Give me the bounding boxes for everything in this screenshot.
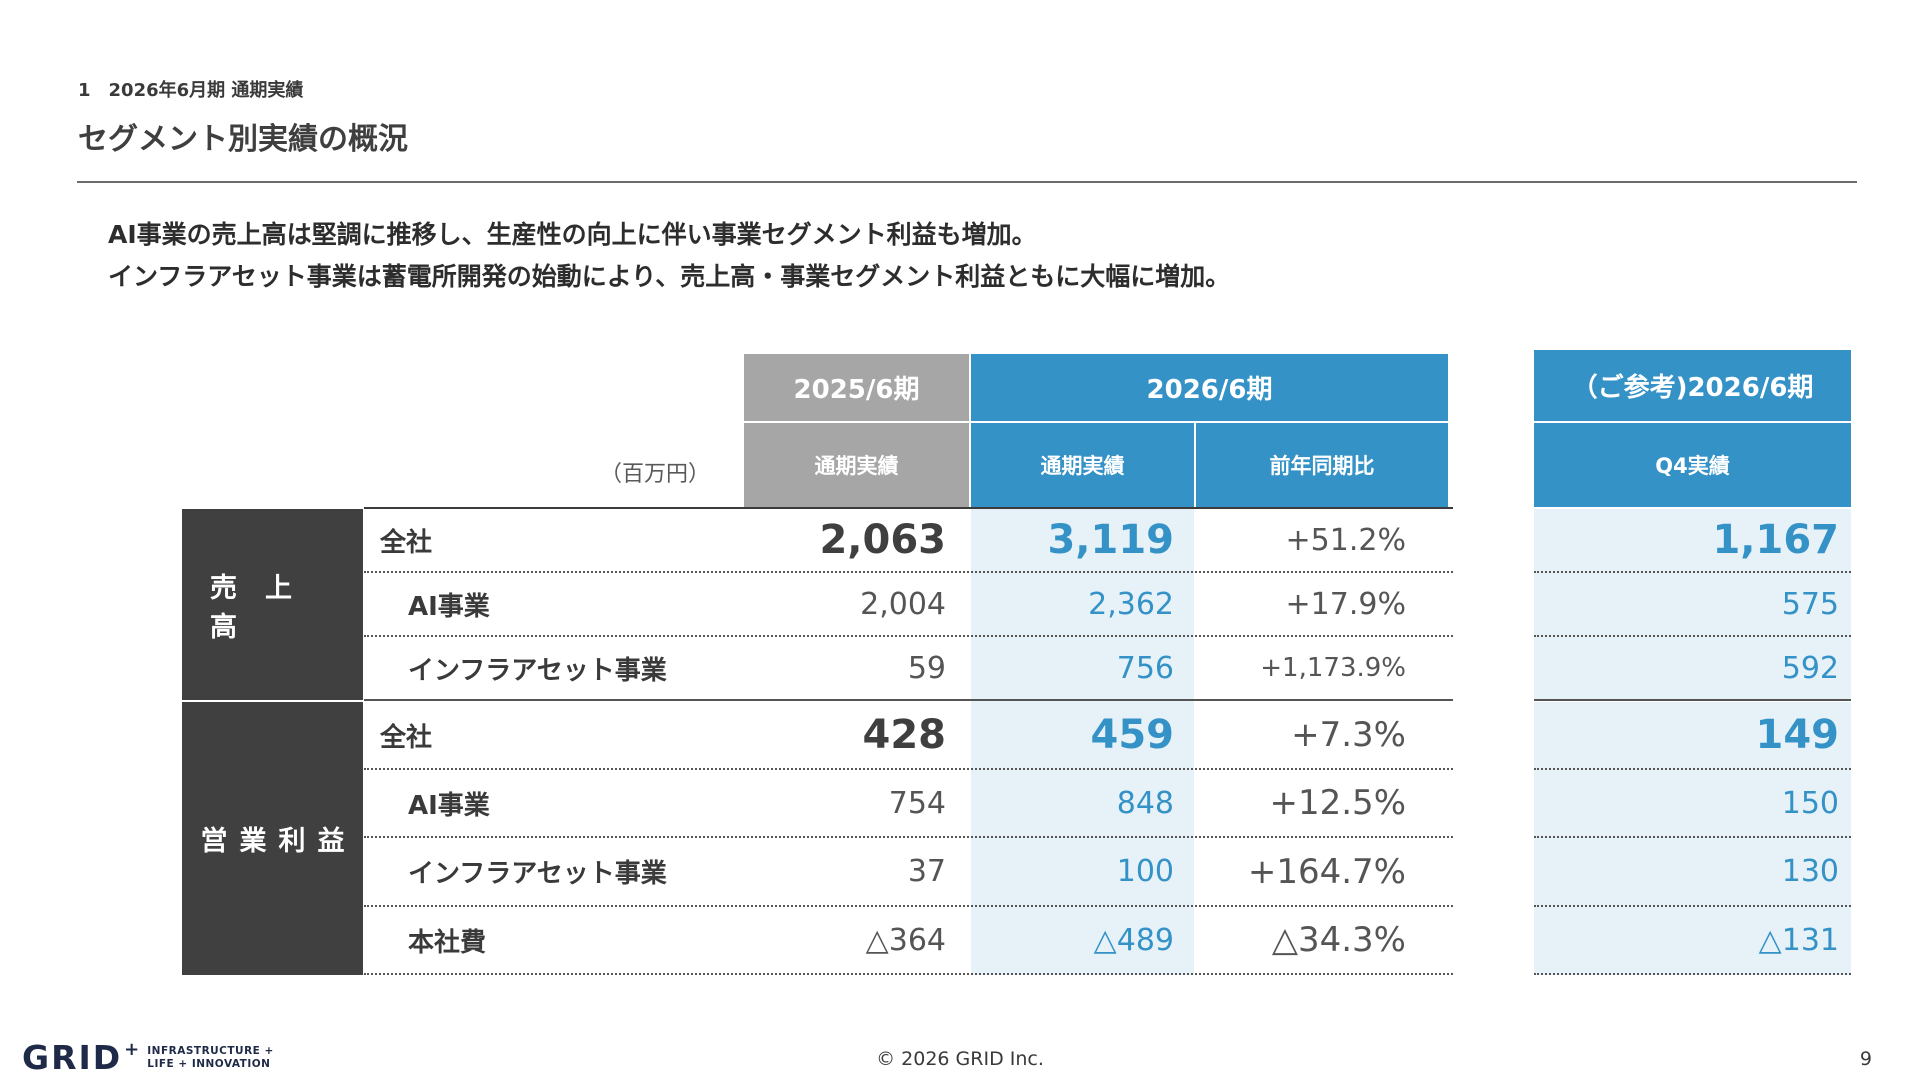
q4-row: 575 (1534, 573, 1851, 637)
value-q4: △131 (1758, 922, 1839, 958)
logo-tagline-line-2: LIFE + INNOVATION (147, 1057, 271, 1070)
value-yoy: +17.9% (1285, 586, 1406, 622)
value-curr: △489 (1093, 922, 1174, 958)
value-q4: 592 (1781, 650, 1839, 686)
category-sales: 売上高 (182, 509, 363, 700)
value-curr: 3,119 (1047, 517, 1174, 563)
value-yoy: +7.3% (1291, 715, 1406, 755)
header-period-prev: 2025/6期 (744, 354, 969, 421)
current-column-highlight (971, 509, 1194, 975)
value-q4: 575 (1781, 586, 1839, 622)
value-prev: 2,063 (819, 517, 946, 563)
header-prev-actual: 通期実績 (744, 423, 969, 507)
company-logo: GRID + INFRASTRUCTURE + LIFE + INNOVATIO… (22, 1038, 274, 1077)
title-divider (77, 181, 1857, 183)
header-yoy: 前年同期比 (1196, 423, 1448, 507)
page-number: 9 (1859, 1048, 1872, 1070)
header-curr-actual: 通期実績 (971, 423, 1194, 507)
row-label: 全社 (380, 722, 433, 753)
logo-wordmark: GRID (22, 1038, 123, 1077)
row-label: AI事業 (408, 790, 490, 821)
summary-line-2: インフラアセット事業は蓄電所開発の始動により、売上高・事業セグメント利益ともに大… (108, 262, 1231, 291)
logo-tagline-line-1: INFRASTRUCTURE + (147, 1044, 274, 1057)
value-yoy: +1,173.9% (1260, 653, 1406, 683)
category-operating-profit: 営業利益 (182, 702, 363, 975)
value-q4: 130 (1781, 854, 1839, 889)
q4-row: 150 (1534, 770, 1851, 838)
logo-tagline: INFRASTRUCTURE + LIFE + INNOVATION (147, 1045, 274, 1071)
header-q4: Q4実績 (1534, 423, 1851, 507)
row-label: インフラアセット事業 (408, 859, 667, 889)
table-row: 全社 428 459 +7.3% (364, 702, 1453, 770)
header-period-curr: 2026/6期 (971, 354, 1448, 421)
value-q4: 150 (1781, 785, 1839, 821)
header-period-ref: （ご参考)2026/6期 (1534, 350, 1851, 421)
q4-row: 1,167 (1534, 509, 1851, 573)
summary-line-1: AI事業の売上高は堅調に推移し、生産性の向上に伴い事業セグメント利益も増加。 (108, 220, 1037, 249)
table-row: インフラアセット事業 37 100 +164.7% (364, 838, 1453, 907)
value-curr: 459 (1090, 712, 1175, 758)
page-title: セグメント別実績の概況 (78, 122, 408, 157)
table-row: AI事業 754 848 +12.5% (364, 770, 1453, 838)
value-prev: △364 (865, 922, 946, 958)
value-prev: 754 (888, 785, 946, 821)
value-yoy: +51.2% (1285, 522, 1406, 558)
row-label: 全社 (380, 527, 433, 558)
value-curr: 756 (1116, 650, 1174, 686)
unit-label: （百万円） (600, 462, 711, 487)
value-yoy: +164.7% (1247, 851, 1406, 892)
value-curr: 848 (1116, 785, 1174, 821)
breadcrumb: 1 2026年6月期 通期実績 (78, 80, 304, 101)
q4-row: 149 (1534, 702, 1851, 770)
logo-plus-icon: + (124, 1039, 140, 1060)
q4-row: 130 (1534, 838, 1851, 907)
value-prev: 37 (907, 854, 946, 889)
value-prev: 428 (862, 712, 947, 758)
table-row: 全社 2,063 3,119 +51.2% (364, 509, 1453, 573)
row-label: インフラアセット事業 (408, 655, 667, 686)
value-q4: 149 (1755, 712, 1840, 758)
value-curr: 2,362 (1088, 586, 1174, 622)
q4-row: △131 (1534, 907, 1851, 975)
q4-row: 592 (1534, 637, 1851, 701)
table-row: 本社費 △364 △489 △34.3% (364, 907, 1453, 975)
copyright: © 2026 GRID Inc. (876, 1048, 1044, 1070)
table-row: インフラアセット事業 59 756 +1,173.9% (364, 637, 1453, 701)
value-prev: 2,004 (860, 586, 946, 622)
value-prev: 59 (907, 650, 946, 686)
value-yoy: +12.5% (1269, 783, 1407, 823)
table-top-rule (364, 507, 1453, 509)
row-label: 本社費 (408, 927, 487, 958)
value-curr: 100 (1116, 854, 1174, 889)
value-yoy: △34.3% (1271, 920, 1406, 960)
table-row: AI事業 2,004 2,362 +17.9% (364, 573, 1453, 637)
row-label: AI事業 (408, 591, 490, 622)
summary-text: AI事業の売上高は堅調に推移し、生産性の向上に伴い事業セグメント利益も増加。 イ… (108, 214, 1230, 298)
value-q4: 1,167 (1712, 517, 1839, 563)
